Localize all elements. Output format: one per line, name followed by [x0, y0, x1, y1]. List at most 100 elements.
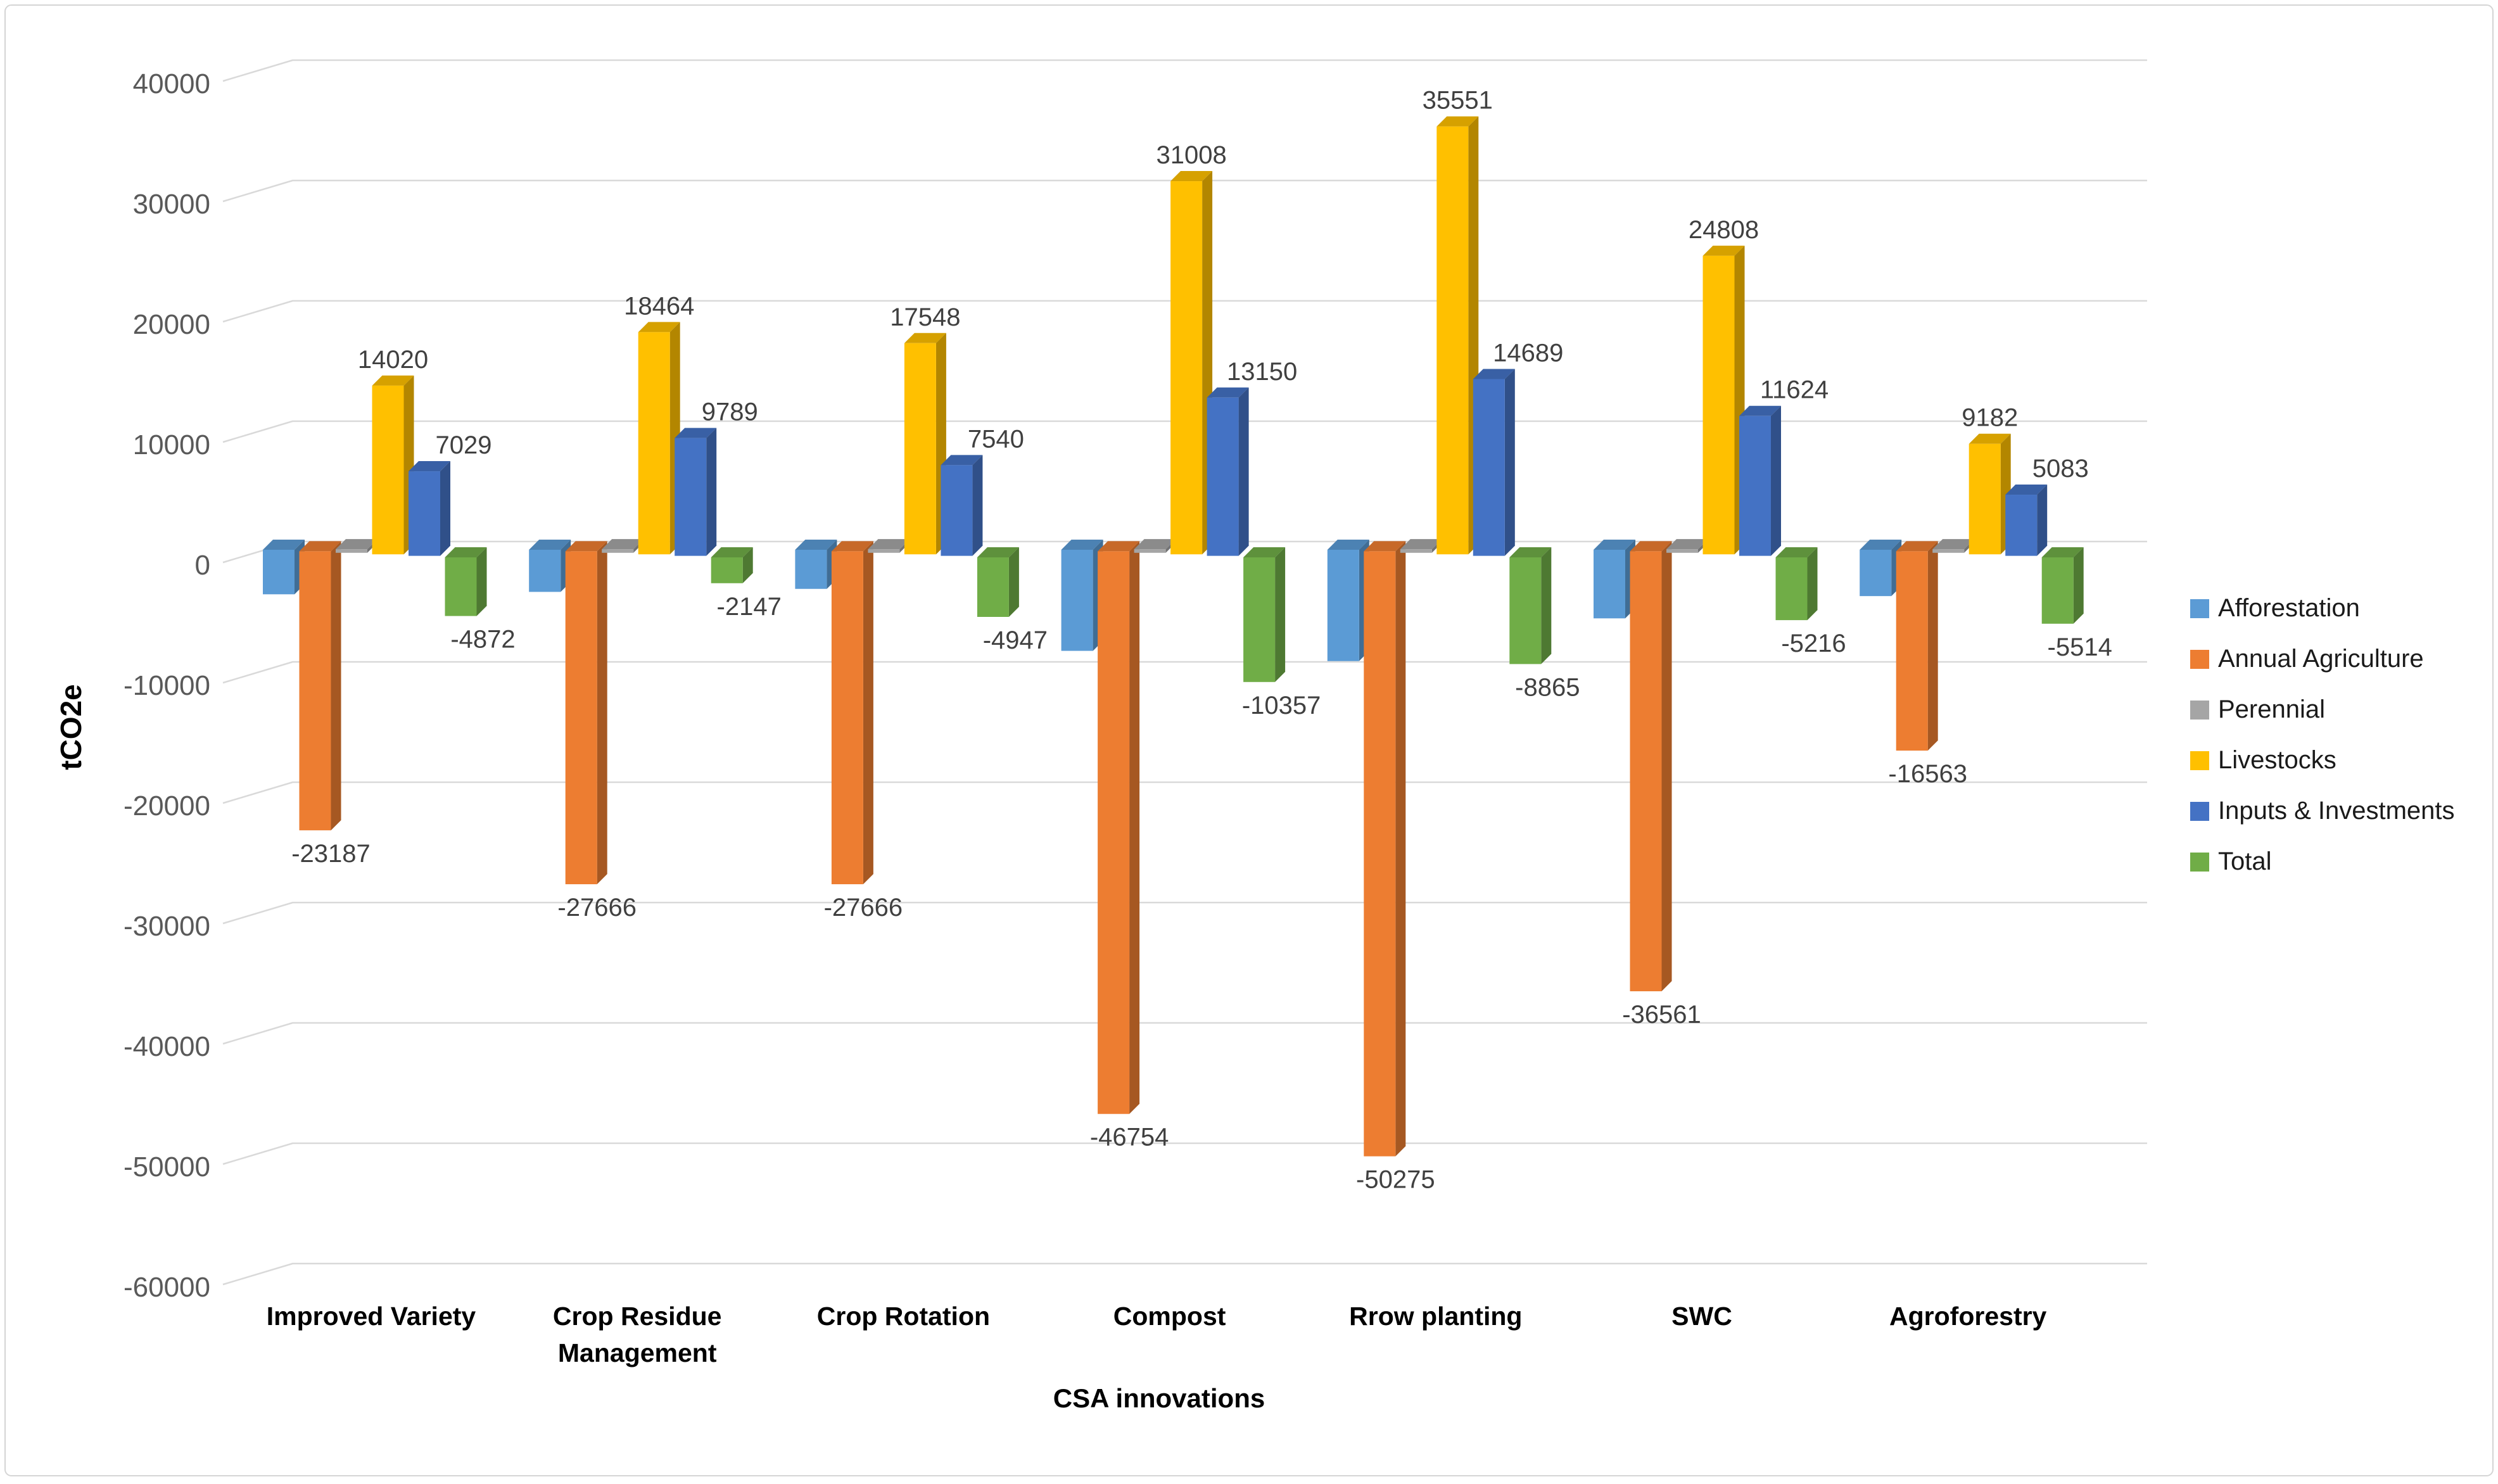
- data-label: -2147: [717, 593, 782, 621]
- y-tick--30000: -30000: [124, 911, 210, 942]
- data-label: 11624: [1760, 376, 1829, 404]
- bar-annual-agriculture-swc: [1630, 541, 1672, 992]
- legend-item-total: Total: [2190, 847, 2272, 875]
- bar-annual-agriculture-crop-residue-management: [565, 541, 607, 885]
- bar-afforestation-agroforestry: [1860, 540, 1902, 597]
- legend-swatch-icon: [2190, 701, 2209, 720]
- legend-label: Total: [2218, 847, 2272, 875]
- x-category-label: Agroforestry: [1889, 1302, 2047, 1331]
- bar-livestocks-rrow-planting: [1436, 116, 1479, 555]
- x-category-label: Management: [558, 1338, 717, 1367]
- legend-item-livestocks: Livestocks: [2190, 746, 2336, 774]
- legend-label: Livestocks: [2218, 746, 2336, 774]
- x-category-label: Improved Variety: [267, 1302, 476, 1331]
- data-label: 14020: [358, 346, 428, 374]
- x-category-label: Compost: [1113, 1302, 1226, 1331]
- data-label: -23187: [291, 840, 371, 868]
- data-label: 9182: [1962, 404, 2018, 432]
- bar-inputs-investments-crop-rotation: [941, 455, 983, 556]
- data-label: 18464: [624, 292, 694, 320]
- data-label: 5083: [2032, 455, 2089, 483]
- x-category-label: Crop Residue: [553, 1302, 722, 1331]
- data-label: 24808: [1689, 216, 1759, 244]
- data-label: 14689: [1493, 339, 1563, 367]
- bar-total-improved-variety: [445, 547, 487, 616]
- x-category-label: Rrow planting: [1349, 1302, 1522, 1331]
- y-tick--40000: -40000: [124, 1031, 210, 1062]
- y-tick--10000: -10000: [124, 670, 210, 701]
- page-frame: [4, 4, 2494, 1476]
- bar-inputs-investments-swc: [1739, 405, 1781, 556]
- data-label: -27666: [824, 894, 903, 922]
- data-label: -4947: [983, 626, 1048, 654]
- bar-livestocks-compost: [1170, 171, 1213, 555]
- legend-swatch-icon: [2190, 853, 2209, 872]
- data-label: -8865: [1515, 673, 1580, 701]
- y-tick-0: 0: [195, 550, 210, 581]
- y-tick-10000: 10000: [133, 429, 210, 460]
- bar-inputs-investments-improved-variety: [409, 461, 450, 556]
- bar-afforestation-rrow-planting: [1327, 540, 1369, 661]
- bar-livestocks-swc: [1702, 245, 1745, 555]
- data-label: 7029: [436, 431, 492, 459]
- gridline--20000: [222, 781, 2147, 804]
- gridline--50000: [222, 1142, 2147, 1165]
- bar-inputs-investments-crop-residue-management: [675, 428, 717, 556]
- bar-total-crop-rotation: [977, 547, 1019, 617]
- legend-label: Afforestation: [2218, 594, 2360, 622]
- legend-swatch-icon: [2190, 599, 2209, 618]
- bar-afforestation-swc: [1594, 540, 1635, 619]
- x-category-label: SWC: [1671, 1302, 1732, 1331]
- data-label: -46754: [1090, 1124, 1169, 1151]
- gridline-30000: [222, 179, 2147, 203]
- bar-afforestation-crop-residue-management: [529, 540, 571, 592]
- bar-total-swc: [1775, 547, 1818, 621]
- y-tick-30000: 30000: [133, 189, 210, 220]
- data-label: -4872: [450, 626, 515, 654]
- legend-item-perennial: Perennial: [2190, 695, 2325, 723]
- gridline--30000: [222, 901, 2147, 925]
- x-axis-title: CSA innovations: [1053, 1383, 1265, 1413]
- legend-swatch-icon: [2190, 650, 2209, 669]
- bar-total-crop-residue-management: [711, 547, 753, 583]
- bar-annual-agriculture-improved-variety: [299, 541, 341, 830]
- y-tick--60000: -60000: [124, 1272, 210, 1303]
- legend: Afforestation Annual Agriculture Perennial…: [2190, 594, 2455, 875]
- bar-total-agroforestry: [2041, 547, 2084, 624]
- x-category-label: Crop Rotation: [817, 1302, 990, 1331]
- data-label: 31008: [1156, 141, 1226, 169]
- bar-total-compost: [1243, 547, 1286, 682]
- data-label: 9789: [702, 398, 758, 426]
- legend-label: Annual Agriculture: [2218, 645, 2424, 673]
- data-label: -50275: [1356, 1166, 1435, 1194]
- bar-afforestation-crop-rotation: [795, 540, 837, 589]
- data-label: -16563: [1888, 760, 1967, 788]
- data-label: -27666: [557, 894, 637, 922]
- legend-label: Inputs & Investments: [2218, 797, 2455, 825]
- axis-labels: 40000 30000 20000 10000 0 -10000 -20000 -30000 -…: [124, 68, 2047, 1367]
- bars: [263, 116, 2084, 1157]
- bar-livestocks-improved-variety: [372, 375, 414, 555]
- data-label: -5216: [1781, 630, 1846, 657]
- bar-inputs-investments-rrow-planting: [1473, 369, 1515, 556]
- bar-annual-agriculture-crop-rotation: [831, 541, 873, 885]
- legend-swatch-icon: [2190, 802, 2209, 821]
- y-axis-title: tCO2e: [54, 684, 87, 770]
- bar-afforestation-compost: [1061, 540, 1103, 651]
- bar-livestocks-agroforestry: [1969, 433, 2011, 555]
- y-tick--20000: -20000: [124, 790, 210, 821]
- data-label: 17548: [890, 303, 960, 331]
- y-tick-20000: 20000: [133, 309, 210, 340]
- legend-item-afforestation: Afforestation: [2190, 594, 2360, 622]
- legend-item-inputs-investments: Inputs & Investments: [2190, 797, 2455, 825]
- legend-swatch-icon: [2190, 751, 2209, 770]
- bar-total-rrow-planting: [1509, 547, 1552, 664]
- bar-inputs-investments-agroforestry: [2005, 485, 2048, 556]
- data-label: 35551: [1423, 87, 1493, 115]
- bar-inputs-investments-compost: [1207, 387, 1249, 556]
- gridline--60000: [222, 1262, 2147, 1286]
- bar-livestocks-crop-rotation: [904, 333, 946, 555]
- data-label: 13150: [1227, 358, 1297, 386]
